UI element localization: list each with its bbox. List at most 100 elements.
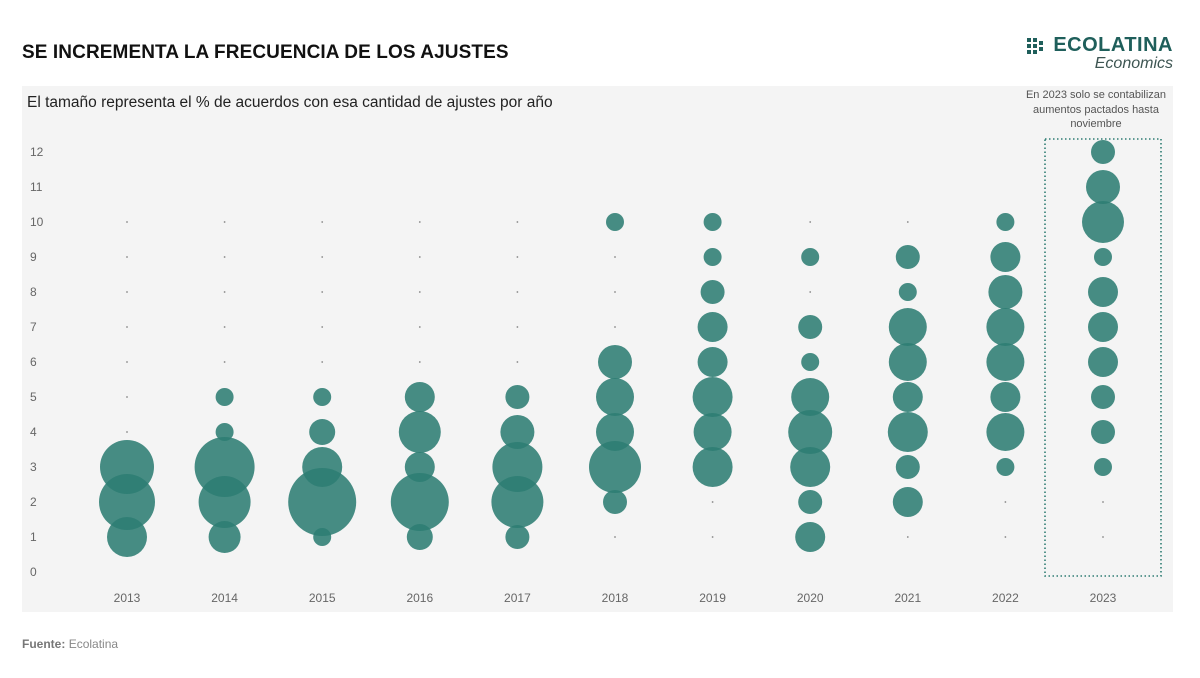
empty-marker (1004, 501, 1007, 503)
bubble-point (215, 423, 234, 441)
bubble-point (603, 490, 627, 514)
bubble-point (898, 283, 917, 301)
empty-marker (614, 536, 616, 538)
bubble-point (288, 468, 357, 536)
x-tick-label: 2020 (797, 591, 824, 605)
bubble-point (598, 345, 632, 379)
bubble-point (801, 248, 820, 266)
empty-marker (223, 361, 226, 363)
y-tick-label: 3 (30, 460, 37, 474)
bubble-point (406, 524, 433, 550)
bubble-point (988, 275, 1023, 309)
bubble-point (302, 447, 343, 487)
empty-marker (126, 256, 128, 258)
empty-marker (906, 221, 909, 223)
y-tick-label: 10 (30, 215, 44, 229)
empty-marker (516, 256, 519, 258)
y-tick-label: 9 (30, 250, 37, 264)
bubble-point (215, 388, 234, 406)
bubble-point (795, 522, 826, 552)
bubble-point (986, 413, 1025, 451)
empty-marker (126, 396, 128, 398)
bubble-point (888, 308, 927, 346)
x-tick-label: 2014 (211, 591, 238, 605)
y-tick-label: 0 (30, 565, 37, 579)
source-note: Fuente: Ecolatina (22, 637, 118, 651)
empty-marker (223, 291, 226, 293)
bubble-point (100, 440, 154, 494)
empty-marker (418, 361, 421, 363)
empty-marker (321, 221, 324, 223)
bubble-point (589, 441, 641, 493)
y-tick-label: 2 (30, 495, 37, 509)
bubble-point (986, 343, 1025, 381)
bubble-point (996, 213, 1015, 231)
empty-marker (711, 536, 714, 538)
empty-marker (516, 326, 519, 328)
bubble-point (398, 411, 441, 453)
empty-marker (1102, 536, 1104, 538)
x-tick-label: 2016 (406, 591, 433, 605)
y-tick-label: 8 (30, 285, 37, 299)
empty-marker (223, 326, 226, 328)
ecolatina-logo-icon (1027, 37, 1044, 54)
brand-name: ECOLATINA (1053, 34, 1173, 56)
bubble-point (390, 473, 449, 531)
empty-marker (809, 221, 812, 223)
empty-marker (223, 221, 226, 223)
bubble-point (1088, 312, 1118, 342)
empty-marker (516, 291, 519, 293)
bubble-point (505, 385, 530, 409)
bubble-point (596, 378, 634, 416)
bubble-point (996, 458, 1015, 476)
bubble-point (895, 455, 920, 479)
empty-marker (516, 361, 519, 363)
bubble-point (703, 213, 722, 231)
empty-marker (223, 256, 226, 258)
y-tick-label: 11 (30, 180, 43, 194)
empty-marker (614, 291, 616, 293)
bubble-point (895, 245, 920, 269)
empty-marker (126, 221, 128, 223)
bubble-point (208, 521, 241, 553)
bubble-point (1086, 170, 1120, 204)
empty-marker (418, 291, 421, 293)
bubble-point (596, 413, 634, 451)
y-tick-label: 7 (30, 320, 37, 334)
bubble-point (790, 447, 831, 487)
bubble-point (888, 343, 927, 381)
x-tick-label: 2022 (992, 591, 1019, 605)
bubble-point (798, 490, 823, 514)
empty-marker (614, 326, 616, 328)
bubble-point (892, 382, 923, 412)
empty-marker (321, 291, 324, 293)
empty-marker (711, 501, 714, 503)
bubble-point (1088, 277, 1118, 307)
empty-marker (1102, 501, 1104, 503)
empty-marker (418, 326, 421, 328)
empty-marker (321, 361, 324, 363)
empty-marker (1004, 536, 1007, 538)
empty-marker (321, 256, 324, 258)
x-tick-label: 2021 (894, 591, 921, 605)
x-tick-label: 2018 (602, 591, 629, 605)
bubble-point (309, 419, 336, 445)
bubble-point (788, 410, 833, 454)
source-value: Ecolatina (68, 637, 119, 651)
bubble-point (606, 213, 624, 231)
chart-subtitle: El tamaño representa el % de acuerdos co… (27, 94, 553, 111)
empty-marker (126, 431, 128, 433)
y-tick-label: 12 (30, 145, 44, 159)
x-tick-label: 2013 (114, 591, 141, 605)
bubble-point (986, 308, 1025, 346)
annotation-note: En 2023 solo se contabilizan aumentos pa… (1025, 89, 1167, 130)
bubble-point (801, 353, 820, 371)
empty-marker (126, 361, 128, 363)
y-tick-label: 4 (30, 425, 37, 439)
bubble-point (692, 377, 733, 417)
empty-marker (126, 291, 128, 293)
y-tick-label: 6 (30, 355, 37, 369)
empty-marker (418, 221, 421, 223)
bubble-point (1091, 140, 1115, 164)
